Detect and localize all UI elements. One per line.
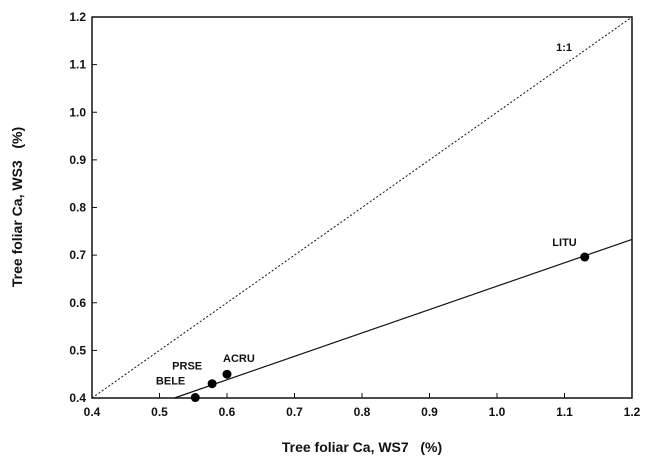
data-point-bele [190,393,200,403]
x-axis-title: Tree foliar Ca, WS7 (%) [282,439,442,455]
x-tick-label: 0.8 [354,405,371,419]
x-tick-label: 1.2 [624,405,641,419]
point-label-bele: BELE [156,376,185,388]
y-tick-label: 0.6 [69,296,86,310]
data-point-acru [222,369,232,379]
y-tick-label: 0.8 [69,201,86,215]
x-tick-label: 1.1 [556,405,573,419]
y-tick-label: 1.2 [69,10,86,24]
y-tick-label: 0.7 [69,248,86,262]
y-axis-ticks: 0.4 0.5 0.6 0.7 0.8 0.9 1.0 1.1 1.2 [69,10,97,405]
x-tick-label: 0.7 [286,405,303,419]
y-axis-title: Tree foliar Ca, WS3 (%) [9,127,25,287]
reference-line-label: 1:1 [556,42,572,54]
data-point-prse [207,379,217,389]
x-tick-label: 1.0 [489,405,506,419]
x-tick-label: 0.4 [84,405,101,419]
y-tick-label: 0.4 [69,391,86,405]
regression-fit-line [174,238,633,399]
y-tick-label: 1.1 [69,58,86,72]
x-axis-ticks: 0.4 0.5 0.6 0.7 0.8 0.9 1.0 1.1 1.2 [84,393,641,419]
y-tick-label: 0.9 [69,153,86,167]
y-tick-label: 1.0 [69,105,86,119]
data-point-litu [580,252,590,262]
one-to-one-reference-line [91,16,633,399]
point-label-litu: LITU [552,237,576,249]
x-tick-label: 0.5 [151,405,168,419]
point-label-acru: ACRU [223,353,255,365]
x-tick-label: 0.6 [219,405,236,419]
y-tick-label: 0.5 [69,343,86,357]
data-points: BELE PRSE ACRU LITU [156,237,590,403]
point-label-prse: PRSE [172,361,202,373]
x-tick-label: 0.9 [421,405,438,419]
